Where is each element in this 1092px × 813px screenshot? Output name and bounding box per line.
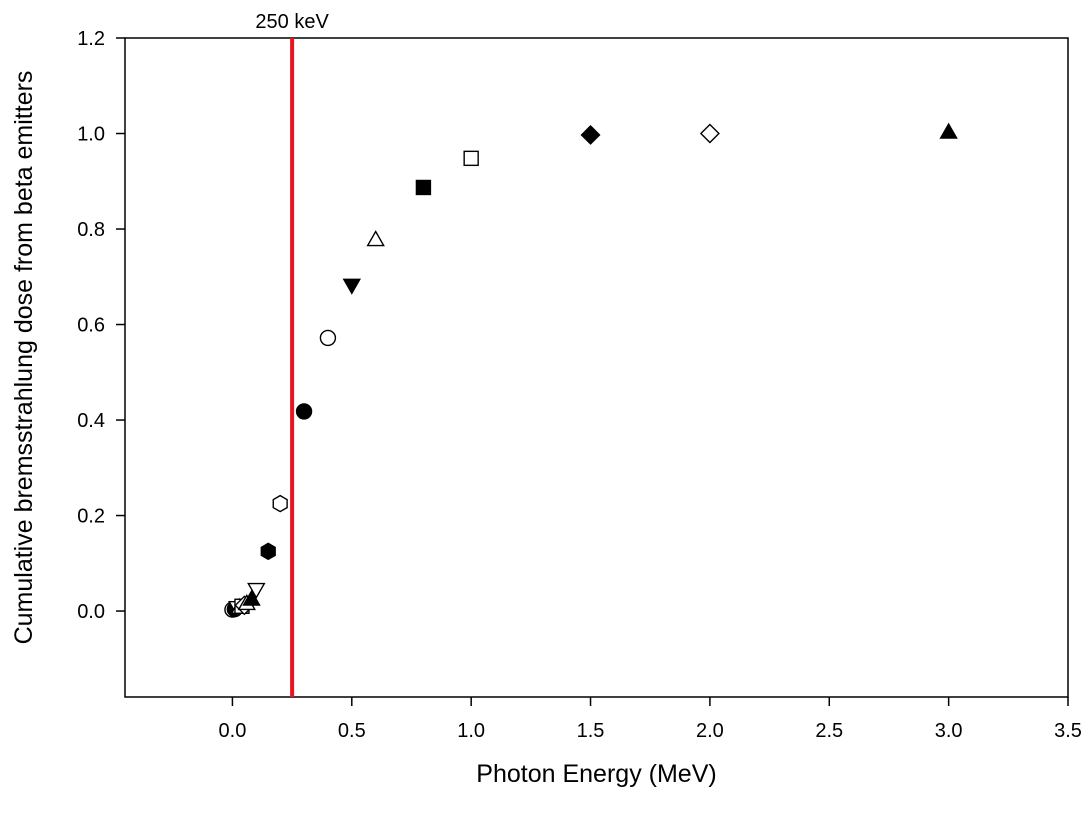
data-point-diamond-open <box>699 123 720 144</box>
y-tick-label: 0.2 <box>77 506 105 528</box>
reference-line-label: 250 keV <box>255 11 329 33</box>
x-tick-label: 3.0 <box>935 720 963 742</box>
data-point-circle-filled <box>295 403 313 420</box>
y-axis-title: Cumulative bremsstrahlung dose from beta… <box>10 71 38 645</box>
data-point-square-filled <box>415 179 432 196</box>
data-point-square-open <box>463 150 479 167</box>
data-point-triangle-up-open <box>366 230 385 247</box>
y-tick-label: 1.2 <box>77 28 105 50</box>
x-tick-label: 1.5 <box>577 720 605 742</box>
y-tick-label: 1.0 <box>77 124 105 146</box>
x-tick-label: 0.5 <box>338 720 366 742</box>
x-tick-label: 3.5 <box>1054 720 1082 742</box>
x-axis-title: Photon Energy (MeV) <box>476 760 716 788</box>
data-point-triangle-up-filled <box>939 122 958 139</box>
x-tick-label: 2.0 <box>696 720 724 742</box>
y-tick-label: 0.0 <box>77 601 105 623</box>
data-point-diamond-filled <box>580 124 601 145</box>
y-tick-label: 0.6 <box>77 315 105 337</box>
x-tick-label: 0.0 <box>219 720 247 742</box>
x-tick-label: 2.5 <box>815 720 843 742</box>
x-axis-ticks: 0.0 0.5 1.0 1.5 2.0 2.5 3.0 3.5 <box>219 697 1082 742</box>
data-point-triangle-down-open <box>247 582 266 599</box>
plot-frame <box>124 37 1069 698</box>
data-point-circle-open <box>319 329 337 347</box>
y-tick-label: 0.4 <box>77 410 105 432</box>
data-point-hexagon-open <box>272 494 288 513</box>
reference-line-group: 250 keV <box>255 11 329 697</box>
data-points <box>224 122 958 618</box>
x-tick-label: 1.0 <box>457 720 485 742</box>
y-axis-ticks: 0.0 0.2 0.4 0.6 0.8 1.0 1.2 <box>77 28 125 623</box>
y-tick-label: 0.8 <box>77 219 105 241</box>
data-point-triangle-down-filled <box>342 278 362 295</box>
axes <box>124 37 1069 698</box>
data-point-hexagon-filled <box>260 542 276 561</box>
data-point-triangle-up-filled <box>242 589 261 606</box>
